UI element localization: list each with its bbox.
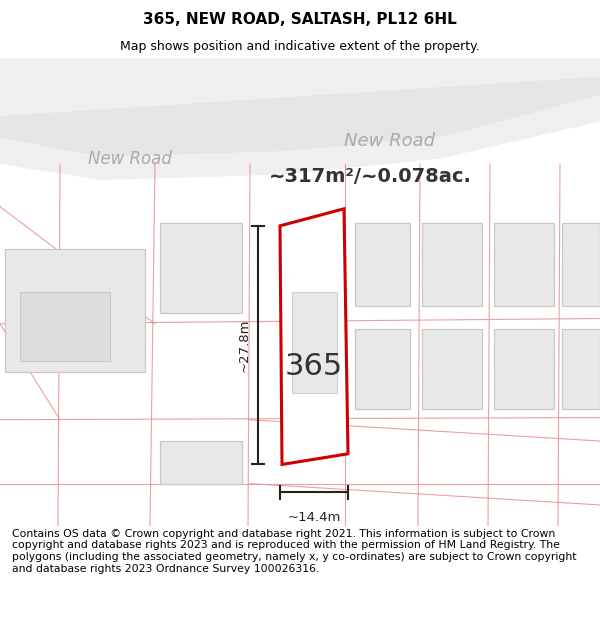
Text: ~317m²/~0.078ac.: ~317m²/~0.078ac. xyxy=(269,168,472,186)
Polygon shape xyxy=(20,292,110,361)
Polygon shape xyxy=(160,441,242,484)
Text: New Road: New Road xyxy=(88,150,172,168)
Text: Contains OS data © Crown copyright and database right 2021. This information is : Contains OS data © Crown copyright and d… xyxy=(12,529,577,574)
Polygon shape xyxy=(355,222,410,306)
Text: 365: 365 xyxy=(285,352,343,381)
Polygon shape xyxy=(160,222,242,313)
Polygon shape xyxy=(5,249,145,372)
Polygon shape xyxy=(562,329,600,409)
Polygon shape xyxy=(422,222,482,306)
Polygon shape xyxy=(280,209,348,464)
Polygon shape xyxy=(292,292,337,393)
Polygon shape xyxy=(562,222,600,306)
Polygon shape xyxy=(422,329,482,409)
Text: New Road: New Road xyxy=(344,132,436,149)
Text: ~14.4m: ~14.4m xyxy=(287,511,341,524)
Polygon shape xyxy=(0,77,600,157)
Text: ~27.8m: ~27.8m xyxy=(238,318,251,372)
Polygon shape xyxy=(0,58,600,180)
Text: 365, NEW ROAD, SALTASH, PL12 6HL: 365, NEW ROAD, SALTASH, PL12 6HL xyxy=(143,11,457,26)
Polygon shape xyxy=(355,329,410,409)
Text: Map shows position and indicative extent of the property.: Map shows position and indicative extent… xyxy=(120,40,480,53)
Polygon shape xyxy=(494,222,554,306)
Polygon shape xyxy=(494,329,554,409)
